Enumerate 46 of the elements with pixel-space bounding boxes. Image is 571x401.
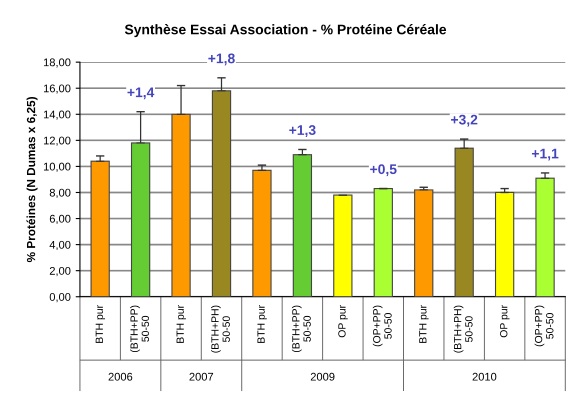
bar [130,142,150,297]
bar [90,160,110,297]
x-tick-label: (BTH+PP) 50-50 [292,306,311,352]
x-tick-label: OP pur [338,305,348,338]
bar [252,170,272,297]
x-tick-label: (OP+PP) 50-50 [534,306,554,346]
text: 2006 [108,372,132,381]
bar [171,114,191,297]
text: 2009 [310,372,334,381]
x-tick-label: (OP+PP) 50-50 [372,306,392,346]
text: 2007 [189,372,214,381]
y-tick-label: 14,00 [44,110,70,120]
annotation: +1,1 [532,148,558,160]
bar [414,189,434,297]
y-tick-label: 0,00 [50,293,70,302]
annotation: +0,5 [370,164,397,176]
x-tick-label: (BTH+PP) 50-50 [130,306,150,352]
y-tick-label: 8,00 [50,188,70,198]
x-tick-label: BTH pur [257,305,267,343]
y-tick-label: 18,00 [44,58,70,68]
annotation: +3,2 [451,114,478,127]
x-tick-label: OP pur [500,305,510,338]
bar [374,188,393,297]
y-axis-title: % Protéines (N Dumas x 6,25) [26,97,38,262]
annotation: +1,4 [127,88,154,100]
bar [535,178,555,297]
bar [212,90,232,297]
chart-title: Synthèse Essai Association - % Protéine Céréale [124,24,446,38]
y-tick-label: 4,00 [50,240,70,250]
x-tick-label: (BTH+PH) 50-50 [454,306,473,353]
bar [333,194,352,297]
bar [494,192,514,297]
bar [454,148,474,297]
annotation: +1,3 [289,125,316,138]
y-tick-label: 12,00 [44,136,70,146]
x-tick-label: BTH pur [176,305,186,343]
y-tick-label: 2,00 [50,266,70,276]
x-tick-label: (BTH+PH) 50-50 [211,306,230,353]
x-tick-label: BTH pur [96,305,106,343]
y-tick-label: 16,00 [44,84,70,94]
y-tick-label: 10,00 [44,162,70,172]
annotation: +1,8 [208,53,235,66]
text: 2010 [472,372,496,381]
bar [292,154,312,297]
y-tick-label: 6,00 [50,214,70,224]
x-tick-label: BTH pur [419,305,429,343]
